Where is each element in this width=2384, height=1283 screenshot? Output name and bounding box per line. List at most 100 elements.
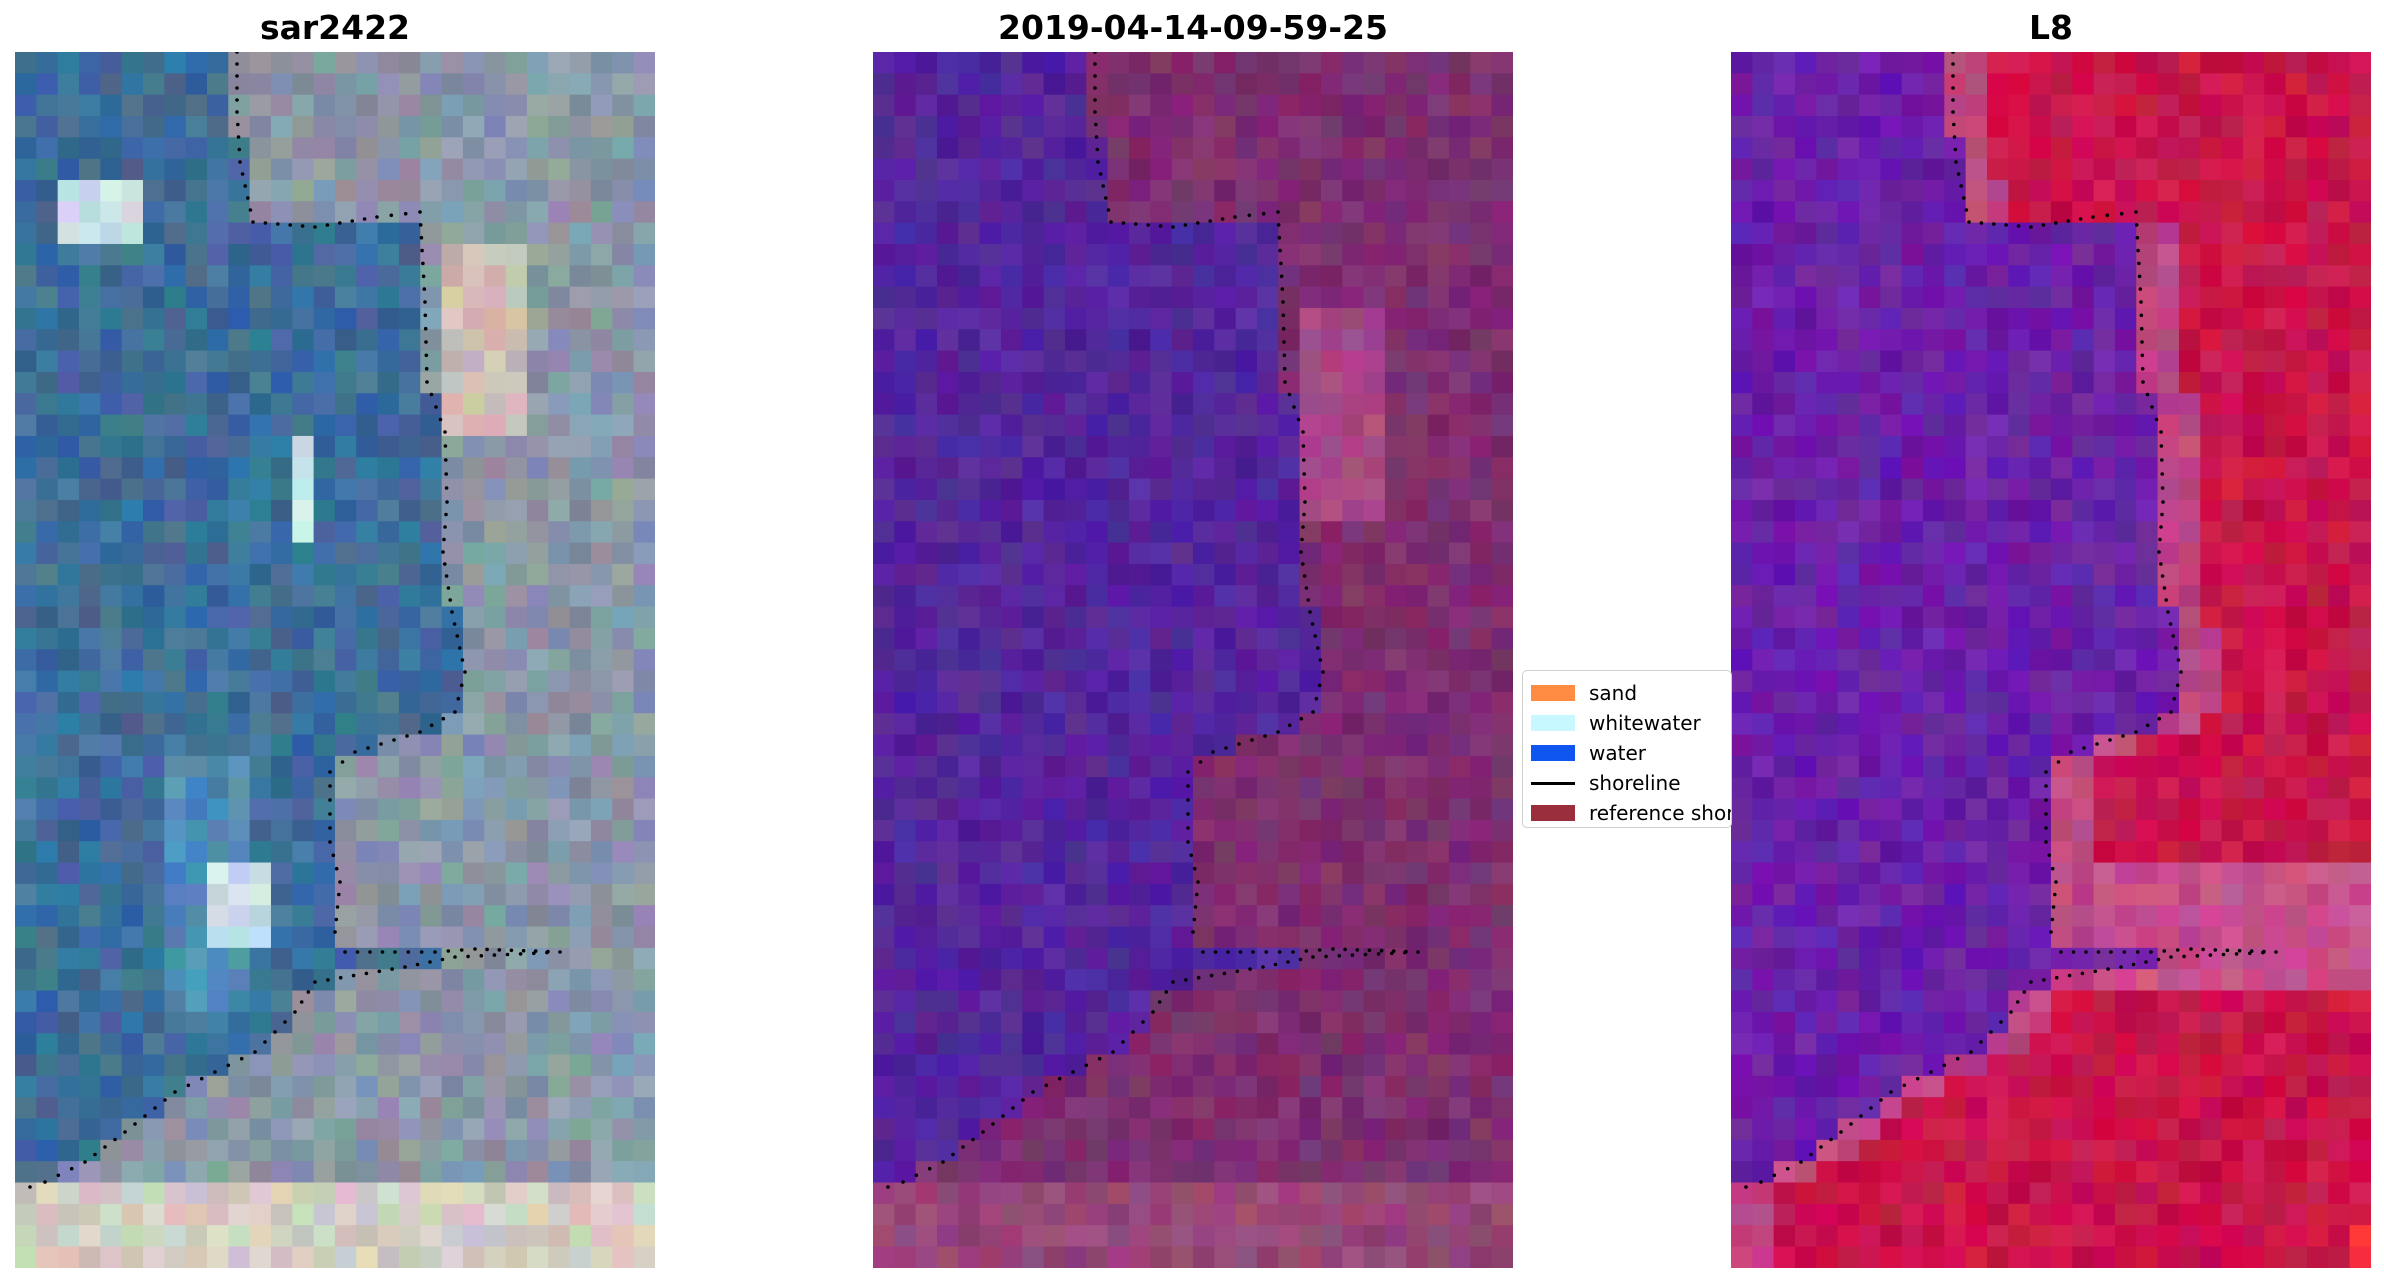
image-pixel — [1406, 585, 1429, 608]
image-pixel — [2050, 457, 2073, 480]
image-pixel — [1965, 329, 1988, 352]
image-pixel — [2008, 115, 2031, 138]
image-pixel — [1816, 563, 1839, 586]
image-pixel — [1320, 286, 1343, 309]
image-pixel — [2306, 585, 2329, 608]
image-pixel — [590, 94, 613, 117]
image-pixel — [936, 499, 959, 522]
image-pixel — [2328, 798, 2351, 821]
image-pixel — [142, 862, 165, 885]
image-pixel — [2157, 841, 2180, 864]
image-pixel — [1922, 819, 1945, 842]
image-pixel — [1794, 73, 1817, 96]
image-pixel — [2072, 777, 2095, 800]
image-pixel — [1278, 52, 1301, 74]
image-pixel — [526, 542, 549, 565]
image-pixel — [2178, 713, 2201, 736]
image-pixel — [1944, 329, 1967, 352]
image-pixel — [121, 755, 144, 778]
image-pixel — [2072, 414, 2095, 437]
image-pixel — [1000, 1011, 1023, 1034]
image-pixel — [1731, 94, 1753, 117]
image-pixel — [894, 585, 917, 608]
image-pixel — [2285, 755, 2308, 778]
image-pixel — [57, 286, 80, 309]
image-pixel — [2349, 606, 2371, 629]
image-pixel — [484, 542, 507, 565]
image-pixel — [873, 499, 895, 522]
image-pixel — [1043, 265, 1066, 288]
image-pixel — [142, 478, 165, 501]
image-pixel — [15, 393, 37, 416]
image-pixel — [1086, 73, 1109, 96]
image-pixel — [1128, 1161, 1151, 1184]
image-pixel — [2328, 734, 2351, 757]
image-pixel — [1816, 265, 1839, 288]
image-pixel — [462, 585, 485, 608]
image-pixel — [1491, 179, 1513, 202]
image-pixel — [270, 179, 293, 202]
image-pixel — [356, 841, 379, 864]
image-pixel — [100, 499, 123, 522]
image-pixel — [1816, 329, 1839, 352]
image-pixel — [2285, 883, 2308, 906]
image-pixel — [894, 94, 917, 117]
shoreline-dot — [306, 990, 311, 994]
image-pixel — [206, 137, 229, 160]
image-pixel — [936, 350, 959, 373]
image-pixel — [228, 1203, 251, 1226]
image-pixel — [462, 862, 485, 885]
image-pixel — [228, 862, 251, 885]
image-pixel — [2285, 478, 2308, 501]
image-pixel — [2306, 713, 2329, 736]
image-pixel — [505, 1097, 528, 1120]
image-pixel — [185, 926, 208, 949]
image-pixel — [2349, 179, 2371, 202]
image-pixel — [1278, 1033, 1301, 1056]
image-pixel — [1901, 201, 1924, 224]
image-pixel — [78, 563, 101, 586]
image-pixel — [936, 1054, 959, 1077]
image-pixel — [164, 649, 187, 672]
image-pixel — [1043, 585, 1066, 608]
image-pixel — [1794, 755, 1817, 778]
image-pixel — [1086, 969, 1109, 992]
image-pixel — [1278, 265, 1301, 288]
image-pixel — [1965, 393, 1988, 416]
image-pixel — [1086, 1139, 1109, 1162]
image-pixel — [1363, 1097, 1386, 1120]
image-pixel — [270, 435, 293, 458]
image-pixel — [420, 947, 443, 970]
image-pixel — [206, 1246, 229, 1268]
image-pixel — [1299, 734, 1322, 757]
shoreline-dot — [420, 248, 424, 253]
image-pixel — [249, 585, 272, 608]
shoreline-dot — [403, 965, 407, 969]
image-pixel — [633, 841, 655, 864]
image-pixel — [1363, 883, 1386, 906]
image-pixel — [633, 499, 655, 522]
image-pixel — [1427, 52, 1450, 74]
image-pixel — [1491, 926, 1513, 949]
image-pixel — [121, 905, 144, 928]
image-pixel — [1406, 755, 1429, 778]
image-pixel — [356, 329, 379, 352]
image-pixel — [1880, 329, 1903, 352]
shoreline-dot — [1250, 738, 1254, 742]
image-pixel — [1150, 1054, 1173, 1077]
image-pixel — [1427, 329, 1450, 352]
image-pixel — [1363, 179, 1386, 202]
shoreline-dot — [337, 892, 341, 897]
image-pixel — [420, 478, 443, 501]
image-pixel — [1944, 563, 1967, 586]
image-pixel — [100, 94, 123, 117]
image-pixel — [249, 649, 272, 672]
image-pixel — [2093, 286, 2116, 309]
image-pixel — [1256, 137, 1279, 160]
image-pixel — [1256, 1182, 1279, 1205]
image-pixel — [1192, 115, 1215, 138]
shoreline-dot — [1310, 622, 1315, 626]
image-pixel — [2242, 713, 2265, 736]
image-pixel — [979, 457, 1002, 480]
image-pixel — [462, 1225, 485, 1248]
